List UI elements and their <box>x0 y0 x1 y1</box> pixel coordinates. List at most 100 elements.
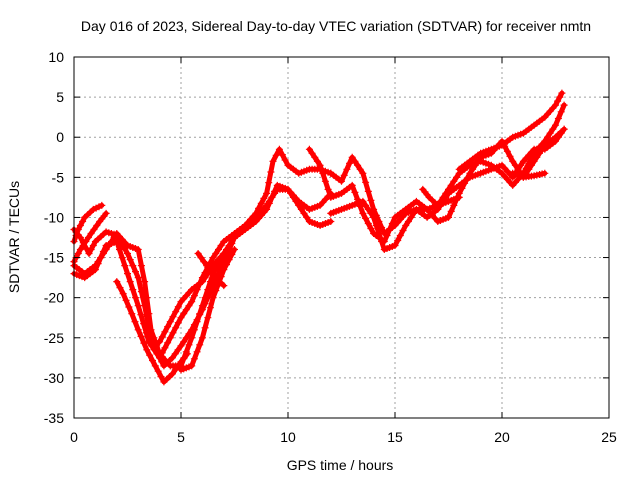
data-point <box>228 251 236 258</box>
data-point <box>265 197 273 205</box>
data-point <box>145 338 153 346</box>
data-point <box>278 151 286 159</box>
data-point <box>116 246 123 253</box>
y-tick-label: -20 <box>44 290 64 306</box>
data-point <box>308 149 316 157</box>
data-point <box>84 234 92 241</box>
data-point <box>223 246 230 253</box>
y-tick-label: -30 <box>44 370 64 386</box>
data-point <box>466 169 474 177</box>
data-point <box>149 357 156 364</box>
data-point <box>208 270 216 278</box>
series-layer <box>70 89 568 386</box>
data-point <box>533 153 541 161</box>
data-point <box>200 258 208 266</box>
data-point <box>161 344 169 352</box>
series-trace <box>114 279 190 385</box>
series-9 <box>194 250 228 290</box>
data-point <box>265 179 273 187</box>
data-point <box>183 350 191 358</box>
data-point <box>388 220 396 227</box>
data-point <box>142 329 150 337</box>
data-point <box>90 226 98 233</box>
data-point <box>89 242 97 249</box>
data-point <box>367 209 375 217</box>
data-point <box>141 278 149 286</box>
series-6 <box>113 278 191 386</box>
data-point <box>313 157 321 165</box>
data-point <box>402 222 410 229</box>
data-point <box>87 230 95 237</box>
data-point <box>119 290 127 298</box>
data-point <box>79 218 87 225</box>
data-point <box>76 246 84 253</box>
data-point <box>391 242 399 249</box>
series-7 <box>177 246 238 374</box>
data-point <box>94 260 102 268</box>
data-point <box>174 319 182 327</box>
data-point <box>206 278 214 286</box>
series-12 <box>327 125 568 253</box>
data-point <box>76 222 84 229</box>
data-point <box>193 318 201 326</box>
data-point <box>129 262 137 270</box>
data-point <box>407 213 415 221</box>
data-point <box>295 201 303 209</box>
y-axis-label: SDTVAR / TECUs <box>6 181 22 293</box>
data-point <box>217 242 225 249</box>
x-tick-label: 15 <box>387 429 403 445</box>
data-point <box>359 169 367 177</box>
data-point <box>134 326 142 334</box>
data-point <box>129 286 137 294</box>
data-point <box>450 177 458 185</box>
data-point <box>154 367 162 375</box>
data-point <box>375 230 383 237</box>
chart-title: Day 016 of 2023, Sidereal Day-to-day VTE… <box>81 18 591 34</box>
data-point <box>527 161 535 169</box>
data-point <box>82 238 90 245</box>
data-point <box>348 181 356 189</box>
data-point <box>171 350 179 358</box>
data-point <box>544 133 551 141</box>
data-point <box>225 242 233 249</box>
data-point <box>140 339 148 347</box>
data-point <box>204 314 212 322</box>
data-point <box>558 89 566 97</box>
data-point <box>168 354 176 362</box>
data-point <box>319 169 327 177</box>
data-point <box>180 338 188 346</box>
data-point <box>269 157 277 165</box>
series-4 <box>70 201 106 245</box>
data-point <box>287 189 295 197</box>
data-point <box>99 248 107 255</box>
data-point <box>196 310 204 318</box>
data-point <box>272 151 280 159</box>
series-14 <box>455 89 566 173</box>
data-point <box>91 266 99 274</box>
data-point <box>399 227 407 234</box>
data-point <box>209 254 217 262</box>
data-point <box>137 332 145 340</box>
data-point <box>297 205 305 213</box>
data-point <box>461 179 469 187</box>
data-point <box>560 125 568 133</box>
data-point <box>169 329 177 337</box>
data-point <box>223 261 230 269</box>
data-point <box>198 278 206 286</box>
data-point <box>212 287 220 295</box>
data-point <box>102 209 110 217</box>
data-point <box>362 178 370 186</box>
plot-frame <box>73 56 610 419</box>
y-tick-label: -35 <box>44 410 64 426</box>
data-point <box>284 185 292 193</box>
data-point <box>311 153 319 161</box>
data-point <box>185 302 193 310</box>
data-point <box>560 101 568 109</box>
data-point <box>180 354 188 362</box>
data-point <box>158 333 166 341</box>
data-point <box>386 226 394 233</box>
data-point <box>541 169 549 177</box>
data-point <box>324 185 332 193</box>
data-point <box>383 232 391 239</box>
data-point <box>506 152 514 160</box>
